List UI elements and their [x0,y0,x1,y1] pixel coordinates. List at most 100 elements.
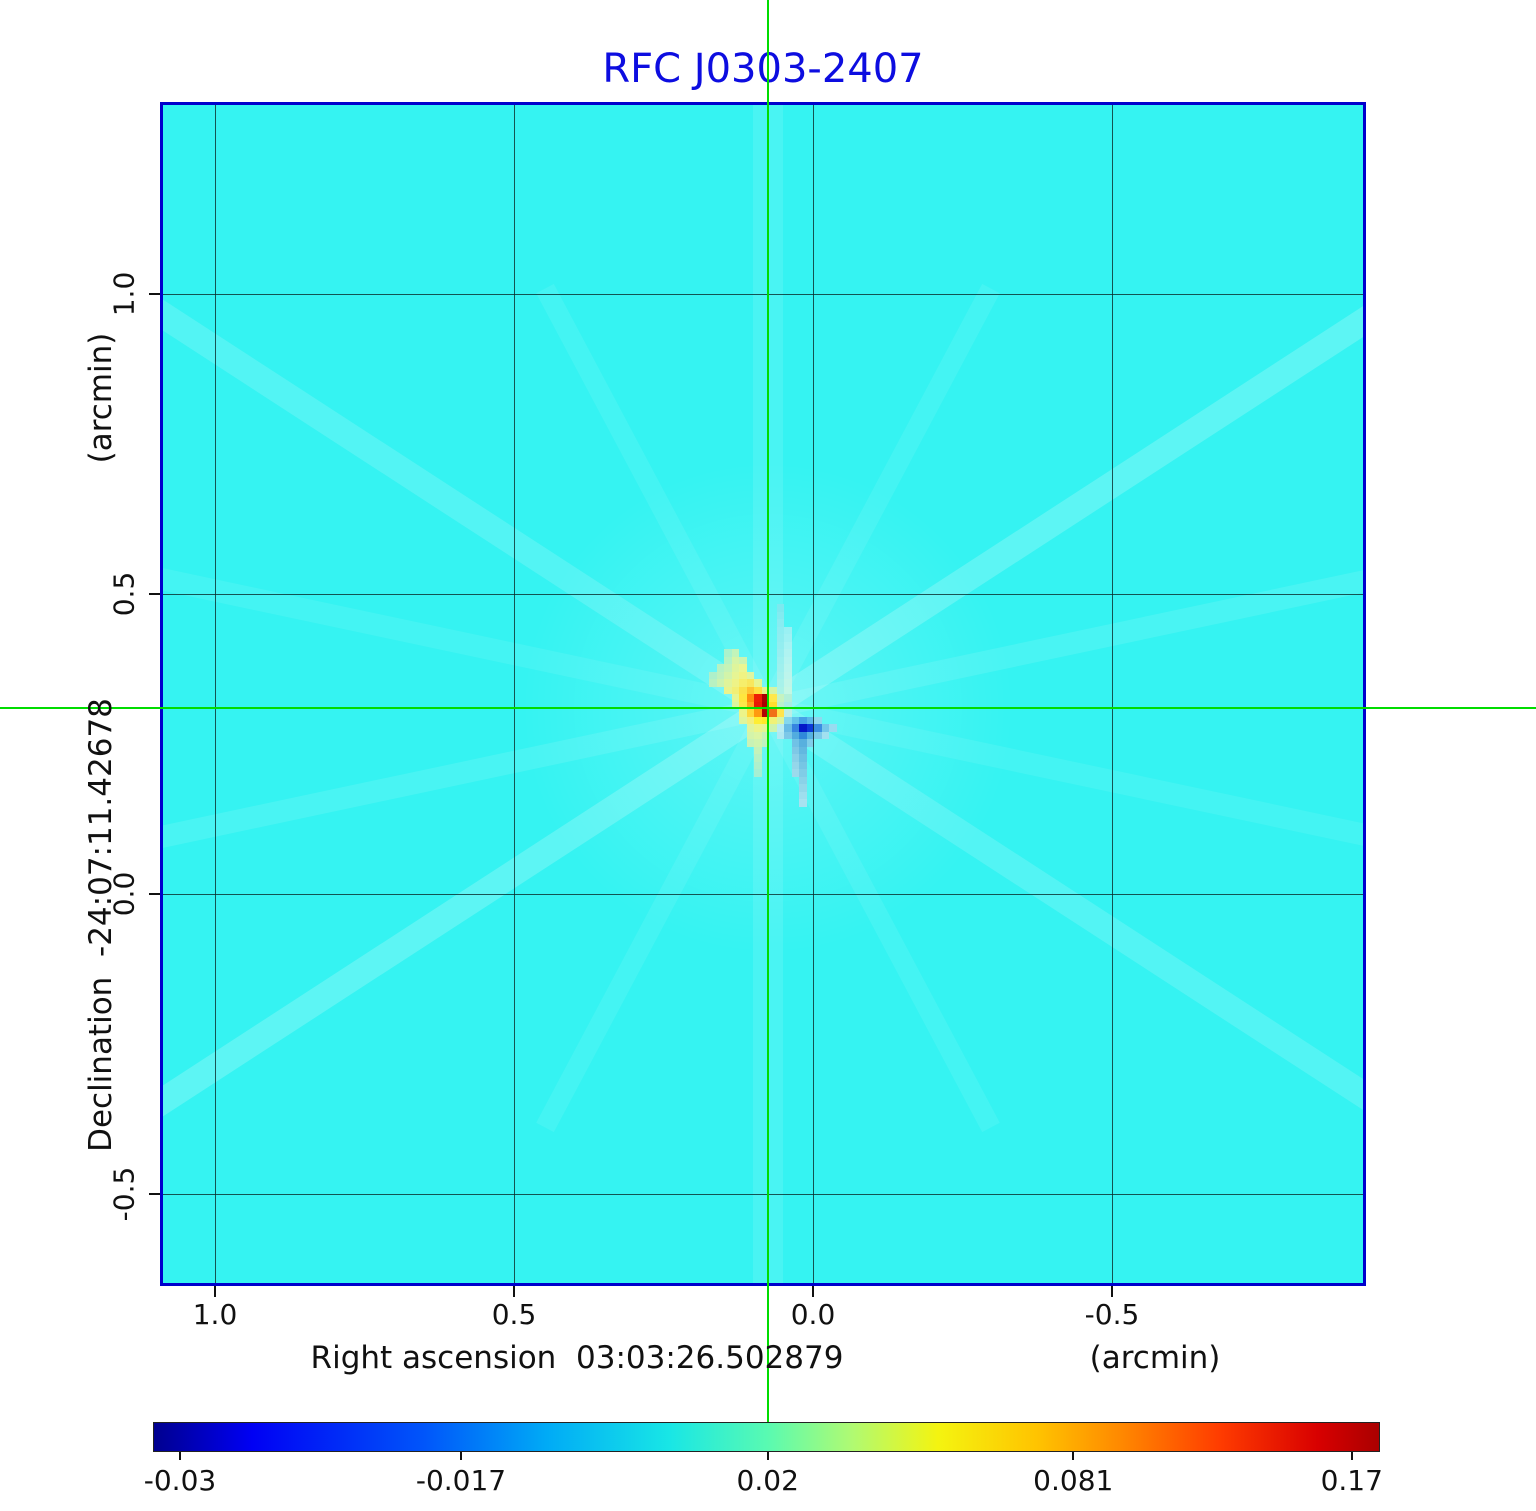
map-pixel-cell [776,664,785,672]
map-pixel-cell [761,731,770,740]
map-pixel-cell [739,694,747,702]
grid-line-horizontal [163,294,1363,295]
map-pixel-cell [724,656,732,665]
map-pixel-cell [709,679,717,687]
map-pixel-cell [776,694,785,702]
map-pixel-cell [776,611,785,620]
grid-line-horizontal [163,594,1363,595]
y-axis-tick-label: -0.5 [107,1166,141,1222]
map-pixel-cell [754,731,762,740]
y-axis-tick [149,1193,160,1195]
map-pixel-cell [746,716,755,725]
map-pixel-cell [784,709,792,717]
map-pixel-cell [739,701,747,710]
map-pixel-cell [806,739,815,747]
map-pixel-cell [731,694,740,702]
map-pixel-cell [754,716,762,725]
map-pixel-cell [776,649,785,657]
map-pixel-cell [799,799,807,807]
map-pixel-cell [776,731,785,740]
map-pixel-cell [724,686,732,695]
map-pixel-cell [784,634,792,642]
map-pixel-cell [761,709,770,717]
y-axis-tick [149,293,160,295]
map-pixel-cell [724,671,732,680]
map-pixel-cell [784,716,792,725]
x-axis-tick-label: -0.5 [1084,1298,1140,1331]
x-axis-tick [812,1286,814,1297]
map-pixel-cell [731,701,740,710]
map-pixel-cell [746,724,755,732]
map-pixel-cell [776,626,785,635]
map-pixel-cell [731,664,740,672]
map-pixel-cell [776,641,785,650]
map-pixel-cell [716,671,725,680]
map-pixel-cell [776,604,785,612]
map-pixel-cell [754,701,762,710]
map-pixel-cell [784,671,792,680]
map-pixel-cell [806,716,815,725]
map-pixel-cell [739,679,747,687]
map-pixel-cell [754,686,762,695]
map-pixel-cell [746,731,755,740]
map-pixel-cell [716,679,725,687]
map-pixel-cell [769,686,777,695]
map-pixel-cell [784,686,792,695]
map-pixel-cell [746,686,755,695]
crosshair-vertical-line [767,0,770,1422]
colorbar-tick [178,1452,181,1460]
y-axis-tick [149,593,160,595]
map-pixel-cell [784,641,792,650]
map-pixel-cell [754,754,762,762]
colorbar-tick [766,1452,769,1460]
map-pixel-cell [791,724,800,732]
grid-line-vertical [813,105,814,1283]
colorbar-tick [1350,1452,1353,1460]
y-axis-tick [149,893,160,895]
map-pixel-cell [746,694,755,702]
colorbar [153,1422,1380,1452]
y-axis-tick-label: 1.0 [107,271,141,317]
map-pixel-cell [791,731,800,740]
y-axis-tick-label: 0.5 [107,571,141,617]
map-pixel-cell [784,656,792,665]
map-pixel-cell [799,716,807,725]
map-pixel-cell [761,686,770,695]
map-pixel-cell [799,746,807,755]
map-pixel-cell [784,649,792,657]
map-pixel-cell [799,791,807,800]
y-axis-title: Declination -24:07:11.42678 [83,698,119,1152]
map-pixel-cell [776,724,785,732]
map-pixel-cell [799,769,807,777]
map-pixel-cell [746,709,755,717]
map-pixel-cell [761,739,770,747]
map-pixel-cell [776,709,785,717]
map-pixel-cell [754,769,762,777]
map-pixel-cell [784,679,792,687]
map-pixel-cell [791,754,800,762]
colorbar-tick [1072,1452,1075,1460]
map-pixel-cell [754,761,762,770]
map-pixel-cell [731,671,740,680]
map-pixel-cell [754,739,762,747]
map-pixel-cell [746,701,755,710]
colorbar-tick [459,1452,462,1460]
map-pixel-cell [776,679,785,687]
map-pixel-cell [709,671,717,680]
map-pixel-cell [769,724,777,732]
map-pixel-cell [739,686,747,695]
map-pixel-cell [739,709,747,717]
x-axis-tick [214,1286,216,1297]
map-pixel-cell [799,776,807,785]
map-pixel-cell [776,634,785,642]
map-pixel-cell [776,686,785,695]
map-pixel-cell [821,731,830,740]
map-pixel-cell [754,709,762,717]
map-pixel-cell [784,701,792,710]
x-axis-tick [1111,1286,1113,1297]
map-pixel-cell [716,664,725,672]
colorbar-tick-label: -0.017 [415,1464,507,1497]
map-pixel-cell [784,724,792,732]
map-pixel-cell [754,694,762,702]
